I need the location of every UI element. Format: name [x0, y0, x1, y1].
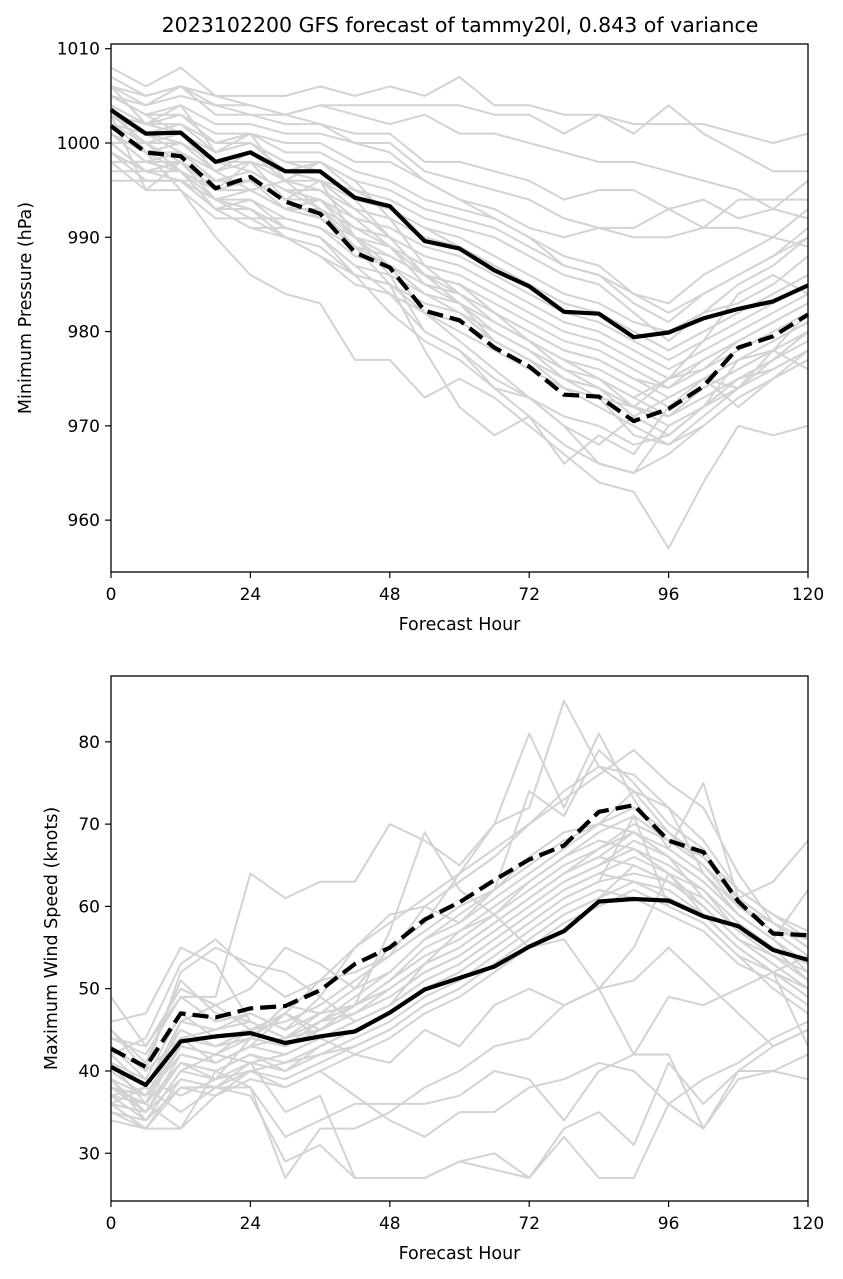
pressure-solid-line [109, 108, 809, 340]
pressure-ensemble-line-3 [110, 95, 809, 229]
wind-panel: 0 24 48 72 96 120 30 40 50 60 70 80 Forecast Hour M… [42, 675, 824, 1264]
wind-ensemble-line-23 [110, 823, 809, 1072]
pressure-ensemble-line-31 [110, 85, 809, 220]
wind-axis-ticks: 0 24 48 72 96 120 30 40 50 60 70 80 [78, 733, 824, 1234]
pressure-ensemble-line-1 [110, 76, 808, 173]
pressure-ensemble-line-6 [110, 104, 809, 324]
wind-y-tick-label: 60 [78, 897, 100, 917]
wind-x-tick-label: 0 [106, 1214, 117, 1234]
wind-y-tick-label: 40 [78, 1062, 100, 1082]
pressure-x-axis-label: Forecast Hour [399, 615, 522, 635]
pressure-x-tick-label: 96 [658, 585, 680, 605]
pressure-summary-lines [109, 108, 810, 424]
pressure-ensemble-line-2 [110, 85, 809, 248]
figure-title: 2023102200 GFS forecast of tammy20l, 0.8… [162, 13, 759, 37]
pressure-y-tick-label: 1000 [57, 134, 100, 154]
pressure-y-tick-label: 960 [68, 511, 100, 531]
wind-plot-frame [110, 675, 809, 1202]
wind-ensemble-line-4 [110, 749, 809, 1097]
wind-y-tick-label: 30 [78, 1144, 100, 1164]
wind-ensemble-line-0 [110, 831, 809, 1047]
wind-ensemble-line-27 [110, 864, 809, 1114]
wind-ensemble-line-9 [110, 888, 809, 1130]
pressure-axis-ticks: 0 24 48 72 96 120 960 970 980 990 1000 1010 [57, 40, 824, 605]
pressure-y-tick-label: 970 [68, 417, 100, 437]
wind-y-tick-label: 50 [78, 980, 100, 1000]
pressure-x-tick-label: 24 [240, 585, 262, 605]
pressure-x-tick-label: 72 [518, 585, 540, 605]
pressure-ensemble-line-29 [110, 132, 809, 550]
pressure-ensemble-line-27 [110, 113, 809, 399]
pressure-panel: 0 24 48 72 96 120 960 970 980 990 1000 1010 Forecas… [16, 40, 824, 635]
pressure-x-tick-label: 0 [106, 585, 117, 605]
pressure-ensemble-line-33 [110, 94, 809, 314]
wind-solid-line [110, 896, 809, 1088]
wind-ensemble-line-30 [110, 831, 809, 1097]
pressure-x-tick-label: 48 [379, 585, 401, 605]
pressure-ensemble-line-5 [110, 104, 809, 305]
wind-ensemble-line-24 [110, 814, 809, 1056]
pressure-y-tick-label: 1010 [57, 40, 100, 60]
wind-ensemble-line-25 [110, 847, 809, 1097]
wind-x-tick-label: 48 [379, 1214, 401, 1234]
wind-y-tick-label: 70 [78, 815, 100, 835]
wind-ensemble-line-21 [110, 1020, 809, 1138]
wind-y-axis-label: Maximum Wind Speed (knots) [42, 807, 62, 1070]
pressure-y-axis-label: Minimum Pressure (hPa) [16, 202, 36, 414]
wind-summary-lines [110, 803, 809, 1088]
wind-y-tick-label: 80 [78, 733, 100, 753]
pressure-ensemble-line-30 [111, 170, 809, 474]
wind-x-tick-label: 96 [658, 1214, 680, 1234]
pressure-ensemble-line-12 [110, 132, 809, 380]
pressure-ensemble-line-28 [110, 151, 809, 446]
wind-ensemble-line-19 [110, 1061, 809, 1179]
pressure-plot-frame [110, 43, 809, 573]
pressure-ensemble-line-32 [111, 179, 809, 418]
pressure-ensemble-line-26 [110, 95, 809, 446]
pressure-y-tick-label: 990 [68, 228, 100, 248]
wind-x-tick-label: 120 [792, 1214, 824, 1234]
pressure-y-tick-label: 980 [68, 323, 100, 343]
wind-x-tick-label: 24 [240, 1214, 262, 1234]
wind-x-axis-label: Forecast Hour [399, 1244, 522, 1264]
wind-dashed-line [110, 803, 809, 1070]
wind-ensemble-line-22 [110, 954, 809, 1097]
pressure-x-tick-label: 120 [792, 585, 824, 605]
pressure-dashed-line [109, 124, 810, 424]
wind-x-tick-label: 72 [518, 1214, 540, 1234]
